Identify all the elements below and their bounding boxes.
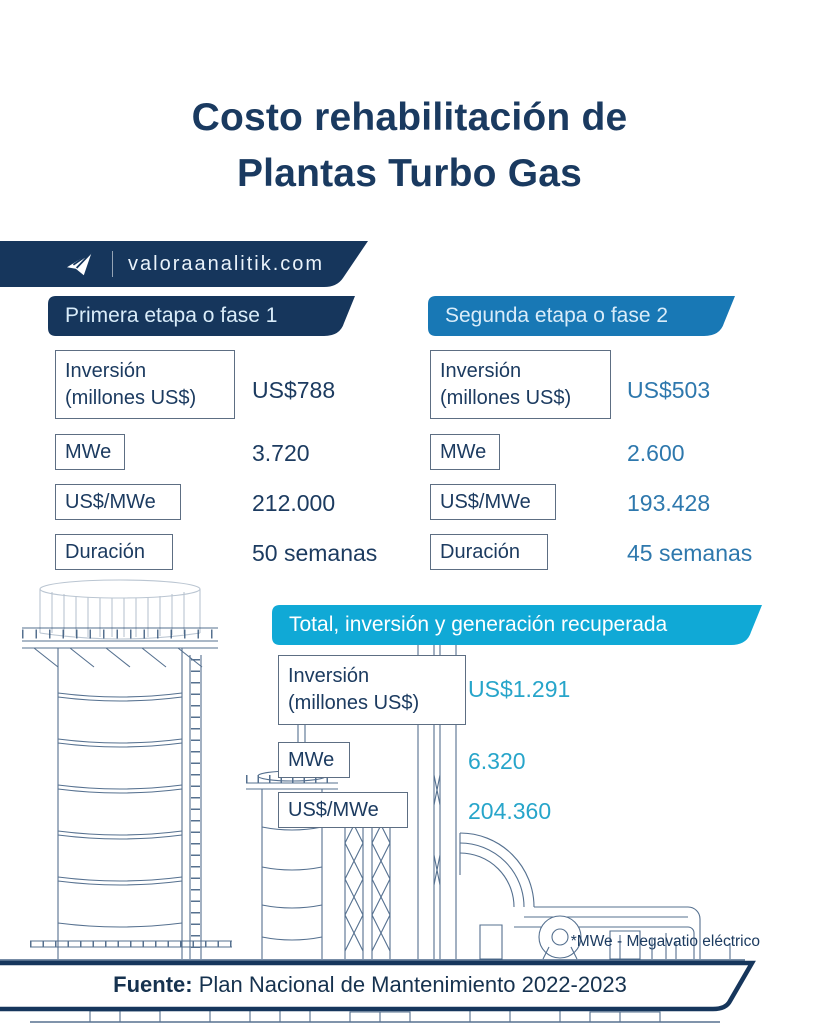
total-inversion-value: US$1.291: [468, 676, 571, 702]
page-title-line1: Costo rehabilitación de: [191, 96, 628, 139]
phase2-inversion-value: US$503: [627, 377, 711, 403]
phase1-usdmwe-label: US$/MWe: [55, 484, 181, 520]
source-line: Fuente: Plan Nacional de Mantenimiento 2…: [0, 961, 740, 1009]
phase2-usdmwe-value: 193.428: [627, 490, 711, 516]
brand-divider: [112, 251, 113, 277]
total-usdmwe-label: US$/MWe: [278, 792, 408, 828]
gas-plant-illustration: [0, 579, 745, 1023]
phase2-usdmwe-label: US$/MWe: [430, 484, 556, 520]
phase1-mwe-label: MWe: [55, 434, 125, 470]
brand-banner: valoraanalitik.com: [0, 241, 368, 287]
label-line: (millones US$): [440, 386, 572, 409]
phase2-inversion-label: Inversión (millones US$): [430, 350, 611, 419]
label-line: Inversión: [288, 665, 370, 687]
label-line: (millones US$): [288, 692, 420, 714]
footer-banner-shape: [0, 960, 756, 1012]
phase2-mwe-value: 2.600: [627, 440, 685, 466]
label-line: Inversión: [65, 359, 147, 382]
paper-plane-icon: [62, 248, 96, 280]
label-line: Inversión: [440, 359, 522, 382]
phase1-usdmwe-value: 212.000: [252, 490, 336, 516]
phase1-mwe-value: 3.720: [252, 440, 310, 466]
phase1-inversion-label: Inversión (millones US$): [55, 350, 235, 419]
phase2-duracion-label: Duración: [430, 534, 548, 570]
source-label: Fuente:: [113, 972, 193, 997]
label-line: (millones US$): [65, 386, 197, 409]
phase1-header: Primera etapa o fase 1: [48, 296, 355, 336]
phase1-duracion-label: Duración: [55, 534, 173, 570]
phase1-inversion-value: US$788: [252, 377, 336, 403]
mwe-footnote: *MWe - Megavatio eléctrico: [570, 933, 760, 950]
phase2-duracion-value: 45 semanas: [627, 540, 753, 566]
phase2-header: Segunda etapa o fase 2: [428, 296, 735, 336]
page-title: Costo rehabilitación de Plantas Turbo Ga…: [0, 90, 819, 202]
total-inversion-label: Inversión (millones US$): [278, 655, 466, 725]
phase1-duracion-value: 50 semanas: [252, 540, 378, 566]
brand-domain: valoraanalitik.com: [128, 252, 325, 275]
total-header: Total, inversión y generación recuperada: [272, 605, 762, 645]
total-mwe-value: 6.320: [468, 748, 526, 774]
phase2-mwe-label: MWe: [430, 434, 500, 470]
total-mwe-label: MWe: [278, 742, 350, 778]
page-title-line2: Plantas Turbo Gas: [236, 152, 583, 195]
total-usdmwe-value: 204.360: [468, 798, 552, 824]
source-text: Plan Nacional de Mantenimiento 2022-2023: [192, 972, 627, 997]
